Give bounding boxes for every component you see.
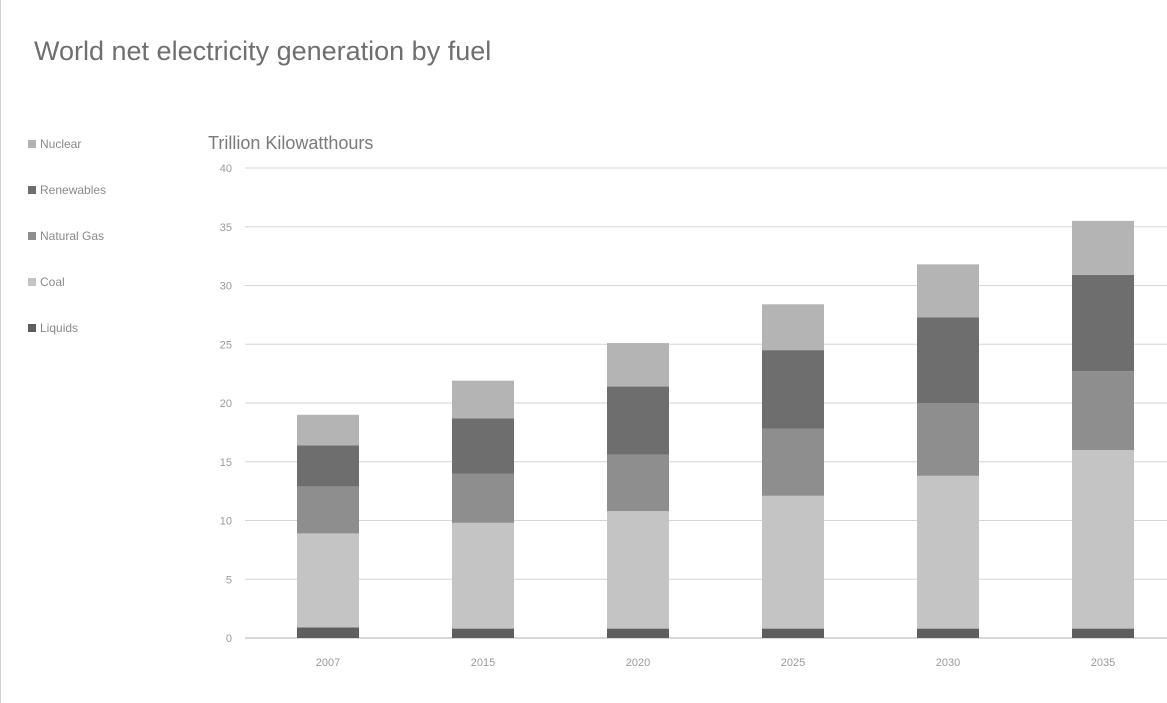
legend-item-liquids: Liquids bbox=[28, 320, 78, 336]
bar-natural-gas-2020 bbox=[607, 454, 669, 512]
bar-liquids-2035 bbox=[1072, 628, 1134, 638]
bar-nuclear-2030 bbox=[917, 264, 979, 318]
legend-label-nuclear: Nuclear bbox=[40, 136, 82, 151]
legend-swatch-liquids bbox=[28, 323, 36, 332]
bar-coal-2007 bbox=[297, 533, 359, 628]
y-tick-label-20: 20 bbox=[220, 398, 232, 410]
bar-renewables-2007 bbox=[297, 445, 359, 487]
chart-title: World net electricity generation by fuel bbox=[34, 36, 492, 66]
y-tick-label-5: 5 bbox=[226, 574, 232, 586]
x-tick-label-2025: 2025 bbox=[781, 657, 805, 669]
bar-liquids-2020 bbox=[607, 628, 669, 638]
bar-nuclear-2007 bbox=[297, 414, 359, 446]
bar-renewables-2035 bbox=[1072, 274, 1134, 372]
y-tick-label-25: 25 bbox=[220, 339, 232, 351]
bar-liquids-2015 bbox=[452, 628, 514, 638]
bar-liquids-2030 bbox=[917, 628, 979, 638]
bar-renewables-2030 bbox=[917, 317, 979, 403]
x-tick-label-2030: 2030 bbox=[936, 657, 960, 669]
y-tick-label-30: 30 bbox=[220, 281, 232, 293]
bar-coal-2020 bbox=[607, 511, 669, 629]
x-tick-label-2015: 2015 bbox=[471, 657, 495, 669]
bar-coal-2015 bbox=[452, 522, 514, 629]
y-tick-label-15: 15 bbox=[220, 457, 232, 469]
legend-item-natural-gas: Natural Gas bbox=[28, 228, 104, 244]
legend-swatch-renewables bbox=[28, 185, 36, 194]
legend-item-renewables: Renewables bbox=[28, 182, 106, 198]
bar-nuclear-2020 bbox=[607, 343, 669, 387]
y-tick-label-10: 10 bbox=[220, 516, 232, 528]
bar-natural-gas-2030 bbox=[917, 403, 979, 476]
y-tick-label-35: 35 bbox=[220, 222, 232, 234]
x-tick-label-2007: 2007 bbox=[316, 657, 340, 669]
y-tick-label-0: 0 bbox=[226, 633, 232, 645]
legend-swatch-natural-gas bbox=[28, 231, 36, 240]
bar-natural-gas-2035 bbox=[1072, 371, 1134, 450]
x-tick-label-2035: 2035 bbox=[1091, 657, 1115, 669]
bar-liquids-2007 bbox=[297, 627, 359, 638]
bar-nuclear-2015 bbox=[452, 380, 514, 419]
legend-item-nuclear: Nuclear bbox=[28, 136, 81, 152]
bar-liquids-2025 bbox=[762, 628, 824, 638]
legend-label-liquids: Liquids bbox=[40, 320, 79, 335]
bar-renewables-2015 bbox=[452, 418, 514, 474]
bar-renewables-2020 bbox=[607, 386, 669, 455]
y-tick-label-40: 40 bbox=[220, 163, 232, 175]
bar-coal-2030 bbox=[917, 475, 979, 629]
legend-item-coal: Coal bbox=[28, 274, 65, 290]
bar-nuclear-2035 bbox=[1072, 220, 1134, 275]
legend-label-natural-gas: Natural Gas bbox=[40, 228, 105, 243]
bar-renewables-2025 bbox=[762, 350, 824, 429]
bar-nuclear-2025 bbox=[762, 304, 824, 351]
legend-swatch-coal bbox=[28, 277, 36, 286]
bar-natural-gas-2007 bbox=[297, 486, 359, 534]
legend-label-renewables: Renewables bbox=[40, 182, 107, 197]
x-tick-label-2020: 2020 bbox=[626, 657, 650, 669]
legend-label-coal: Coal bbox=[40, 274, 65, 289]
bar-natural-gas-2015 bbox=[452, 473, 514, 523]
legend-swatch-nuclear bbox=[28, 139, 36, 148]
bar-coal-2025 bbox=[762, 495, 824, 629]
bar-natural-gas-2025 bbox=[762, 428, 824, 496]
bar-coal-2035 bbox=[1072, 450, 1134, 629]
y-axis-label: Trillion Kilowatthours bbox=[208, 133, 374, 153]
